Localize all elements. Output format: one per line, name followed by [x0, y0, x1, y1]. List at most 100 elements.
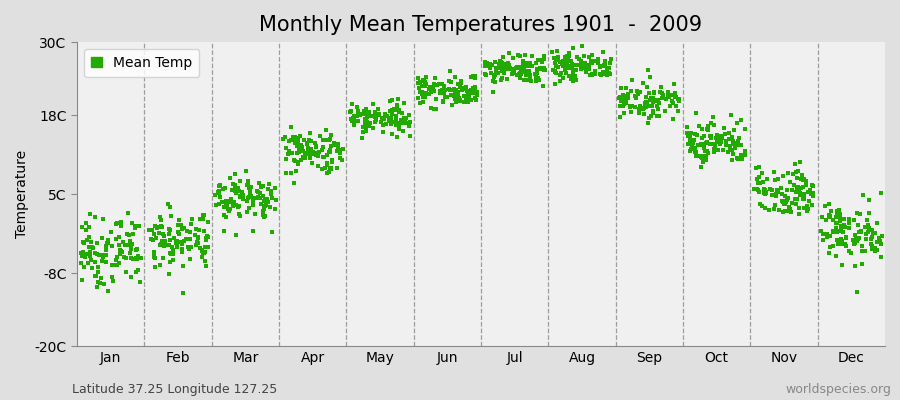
- Point: [783, 178, 797, 185]
- Point: [464, 73, 479, 80]
- Point: [184, 244, 198, 250]
- Point: [518, 72, 533, 78]
- Point: [397, 100, 411, 106]
- Point: [389, 115, 403, 122]
- Point: [548, 70, 562, 76]
- Point: [301, 144, 315, 151]
- Point: [688, 149, 703, 156]
- Point: [246, 202, 260, 208]
- Point: [123, 273, 138, 280]
- Point: [730, 155, 744, 162]
- Point: [566, 61, 580, 68]
- Point: [233, 212, 248, 219]
- Point: [240, 198, 255, 204]
- Point: [711, 134, 725, 141]
- Point: [447, 96, 462, 102]
- Point: [752, 174, 766, 180]
- Point: [256, 206, 271, 212]
- Point: [400, 120, 415, 126]
- Point: [133, 255, 148, 262]
- Point: [735, 156, 750, 162]
- Point: [500, 64, 515, 71]
- Point: [294, 156, 309, 163]
- Point: [433, 88, 447, 94]
- Title: Monthly Mean Temperatures 1901  -  2009: Monthly Mean Temperatures 1901 - 2009: [259, 15, 703, 35]
- Point: [796, 204, 811, 211]
- Point: [851, 228, 866, 235]
- Point: [148, 235, 163, 242]
- Point: [596, 69, 610, 75]
- Point: [306, 150, 320, 157]
- Point: [694, 141, 708, 148]
- Point: [508, 65, 523, 71]
- Point: [145, 226, 159, 233]
- Point: [148, 255, 163, 261]
- Point: [346, 113, 361, 119]
- Point: [715, 139, 729, 145]
- Point: [239, 182, 254, 188]
- Point: [222, 198, 237, 204]
- Point: [868, 230, 882, 236]
- Point: [796, 184, 810, 190]
- Point: [785, 200, 799, 206]
- Point: [585, 60, 599, 67]
- Point: [429, 106, 444, 112]
- Point: [627, 104, 642, 110]
- Point: [688, 130, 702, 137]
- Point: [583, 72, 598, 78]
- Point: [155, 238, 169, 244]
- Point: [296, 148, 310, 154]
- Point: [244, 193, 258, 199]
- Point: [564, 58, 579, 64]
- Point: [585, 70, 599, 77]
- Point: [758, 191, 772, 197]
- Point: [302, 137, 316, 144]
- Point: [865, 243, 879, 250]
- Point: [254, 184, 268, 190]
- Point: [776, 199, 790, 206]
- Point: [601, 65, 616, 72]
- Point: [385, 130, 400, 137]
- Point: [335, 157, 349, 163]
- Point: [478, 71, 492, 78]
- Point: [183, 256, 197, 262]
- Point: [565, 69, 580, 76]
- Point: [292, 149, 307, 155]
- Point: [861, 210, 876, 216]
- Point: [183, 236, 197, 242]
- Point: [431, 81, 446, 87]
- Point: [300, 140, 314, 147]
- Point: [164, 213, 178, 219]
- Point: [497, 62, 511, 68]
- Point: [331, 144, 346, 150]
- Point: [653, 84, 668, 90]
- Point: [427, 88, 441, 94]
- Point: [451, 92, 465, 99]
- Point: [435, 87, 449, 93]
- Point: [641, 67, 655, 74]
- Point: [790, 175, 805, 181]
- Point: [212, 182, 227, 188]
- Point: [596, 68, 610, 75]
- Point: [258, 202, 273, 208]
- Point: [243, 188, 257, 194]
- Point: [788, 196, 803, 202]
- Point: [689, 152, 704, 159]
- Point: [329, 148, 344, 154]
- Point: [302, 154, 317, 161]
- Point: [576, 65, 590, 71]
- Point: [866, 230, 880, 236]
- Point: [829, 220, 843, 226]
- Point: [122, 242, 137, 248]
- Point: [752, 164, 766, 170]
- Point: [219, 202, 233, 208]
- Point: [780, 197, 795, 204]
- Point: [172, 231, 186, 237]
- Point: [584, 58, 598, 64]
- Point: [82, 253, 96, 260]
- Point: [198, 257, 212, 264]
- Point: [510, 63, 525, 70]
- Point: [770, 176, 785, 182]
- Point: [779, 197, 794, 203]
- Point: [817, 203, 832, 210]
